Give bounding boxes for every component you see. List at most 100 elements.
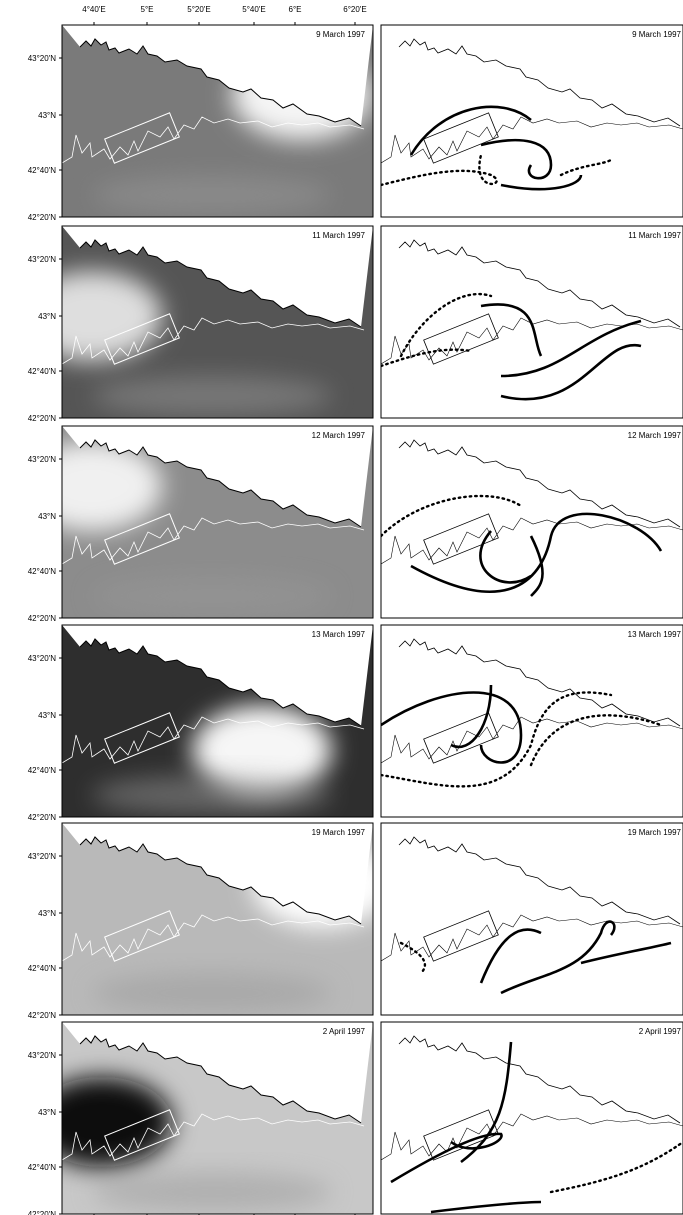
latitude-label: 42°20'N: [28, 213, 57, 222]
latitude-label: 43°20'N: [28, 852, 57, 861]
dotted-front: [551, 1142, 683, 1192]
sketch-content: [381, 440, 683, 596]
latitude-label: 42°20'N: [28, 813, 57, 822]
sketch-panel: 2 April 1997: [381, 1022, 683, 1214]
coastline: [399, 440, 680, 527]
shelf-line: [381, 915, 683, 961]
latitude-label: 42°20'N: [28, 1011, 57, 1020]
latitude-label: 43°N: [38, 111, 56, 120]
coastline: [399, 837, 680, 924]
image-patch: [92, 175, 332, 215]
longitude-label: 4°40'E: [82, 5, 105, 14]
sketch-content: [381, 639, 683, 786]
image-content: [22, 426, 373, 618]
image-patch: [92, 973, 332, 1013]
image-panel: 13 March 1997: [62, 625, 373, 817]
dotted-front: [381, 155, 497, 185]
sketch-content: [381, 240, 683, 399]
sketch-panel: 9 March 1997: [381, 25, 683, 217]
study-box: [424, 713, 499, 763]
latitude-label: 43°N: [38, 711, 56, 720]
image-content: [62, 25, 373, 217]
latitude-label: 42°20'N: [28, 1210, 57, 1215]
study-box: [424, 314, 499, 364]
latitude-label: 43°20'N: [28, 1051, 57, 1060]
panel-date: 11 March 1997: [312, 231, 365, 240]
study-box: [424, 911, 499, 961]
panel-frame: [381, 426, 683, 618]
latitude-label: 42°40'N: [28, 964, 57, 973]
image-content: [32, 1022, 373, 1214]
image-panel: 19 March 1997: [62, 823, 392, 1015]
current-line: [461, 1042, 511, 1162]
study-box: [424, 514, 499, 564]
image-patch: [92, 775, 332, 815]
panel-frame: [381, 823, 683, 1015]
panel-date: 19 March 1997: [628, 828, 682, 837]
current-line: [391, 1134, 501, 1182]
panel-date: 11 March 1997: [628, 231, 681, 240]
longitude-label: 6°20'E: [343, 5, 366, 14]
image-panel: 9 March 1997: [62, 25, 373, 217]
image-panel: 11 March 1997: [22, 226, 373, 418]
latitude-label: 42°40'N: [28, 567, 57, 576]
dotted-front: [381, 350, 471, 366]
image-patch: [92, 1172, 332, 1212]
current-line: [481, 140, 551, 178]
longitude-label: 5°20'E: [187, 5, 210, 14]
latitude-label: 43°N: [38, 512, 56, 521]
image-content: [62, 625, 373, 817]
longitude-label: 5°E: [141, 5, 154, 14]
current-line: [481, 930, 541, 983]
latitude-label: 43°N: [38, 909, 56, 918]
latitude-label: 42°20'N: [28, 414, 57, 423]
latitude-label: 43°N: [38, 1108, 56, 1117]
latitude-label: 43°20'N: [28, 255, 57, 264]
panel-date: 12 March 1997: [628, 431, 682, 440]
coastline: [399, 39, 680, 126]
shelf-line: [381, 1114, 683, 1160]
coastline: [399, 240, 680, 327]
latitude-label: 43°20'N: [28, 455, 57, 464]
coastline: [399, 639, 680, 726]
image-panel: 2 April 1997: [32, 1022, 373, 1214]
latitude-label: 43°20'N: [28, 54, 57, 63]
panel-date: 2 April 1997: [323, 1027, 366, 1036]
current-line: [431, 1202, 541, 1212]
latitude-label: 42°40'N: [28, 1163, 57, 1172]
shelf-line: [381, 117, 683, 163]
longitude-label: 6°E: [289, 5, 302, 14]
panel-date: 2 April 1997: [639, 1027, 682, 1036]
latitude-label: 42°40'N: [28, 166, 57, 175]
latitude-label: 42°20'N: [28, 614, 57, 623]
image-patch: [92, 576, 332, 616]
dotted-front: [401, 943, 425, 973]
image-content: [62, 823, 392, 1015]
image-patch: [32, 1077, 172, 1167]
image-content: [22, 226, 373, 418]
panel-frame: [381, 625, 683, 817]
study-box: [424, 113, 499, 163]
image-panel: 12 March 1997: [22, 426, 373, 618]
current-line: [481, 304, 541, 356]
latitude-label: 42°40'N: [28, 766, 57, 775]
figure: 4°40'E 5°E 5°20'E 5°40'E 6°E 6°20'E 9 March 19…: [0, 0, 683, 1215]
panel-date: 12 March 1997: [312, 431, 366, 440]
sketch-panel: 12 March 1997: [381, 426, 683, 618]
sketch-content: [381, 1036, 683, 1212]
sketch-panel: 11 March 1997: [381, 226, 683, 418]
current-line: [480, 531, 531, 582]
panel-date: 9 March 1997: [316, 30, 365, 39]
sketch-panel: 13 March 1997: [381, 625, 683, 817]
current-line: [581, 943, 671, 963]
sketch-panel: 19 March 1997: [381, 823, 683, 1015]
coastline: [399, 1036, 680, 1123]
dotted-front: [531, 715, 661, 765]
dotted-front: [561, 160, 611, 175]
longitude-label: 5°40'E: [242, 5, 265, 14]
latitude-label: 42°40'N: [28, 367, 57, 376]
panel-date: 13 March 1997: [312, 630, 366, 639]
latitude-label: 43°20'N: [28, 654, 57, 663]
sketch-content: [381, 837, 683, 993]
image-patch: [92, 376, 332, 416]
